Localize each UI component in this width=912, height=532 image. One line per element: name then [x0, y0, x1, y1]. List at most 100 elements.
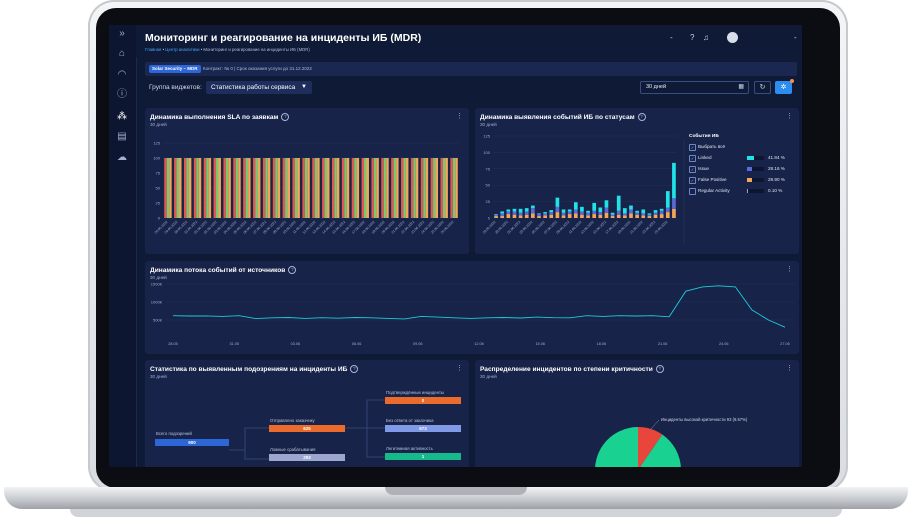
sla-bar [304, 158, 308, 218]
checkbox-icon[interactable]: ✓ [689, 166, 696, 173]
events-bar [610, 216, 615, 218]
help-icon[interactable]: ? [281, 113, 290, 121]
more-options-icon[interactable]: ⋮ [786, 365, 793, 372]
events-bar [647, 216, 652, 218]
legend-title: События ИБ [689, 134, 719, 139]
more-options-icon[interactable]: ⋮ [456, 113, 463, 120]
question-circle-icon[interactable]: ? [690, 33, 695, 42]
events-bar [494, 216, 498, 218]
legend-share-fill [747, 167, 752, 171]
sla-bar [401, 158, 404, 218]
events-bar [518, 212, 523, 216]
x-tick-label: 21.06 [658, 342, 668, 346]
sla-bar [228, 158, 231, 218]
y-tick-label: 1500К [151, 282, 163, 287]
events-bar [537, 213, 541, 215]
sla-bar [312, 158, 315, 218]
sla-bar [455, 158, 458, 218]
more-options-icon[interactable]: ⋮ [786, 113, 793, 120]
root-node-value: 900 [155, 439, 229, 446]
x-tick-label: 09.06 [413, 342, 423, 346]
sla-bar [287, 158, 291, 218]
events-bar [629, 213, 633, 218]
confirmed-node-value: 0 [385, 397, 461, 404]
breadcrumb-home[interactable]: Главная [145, 47, 162, 52]
legend-item-false-positive[interactable]: ✓ False Positive 29.90 % [689, 176, 789, 187]
checkbox-icon[interactable]: ✓ [689, 144, 696, 151]
cloud-shield-icon[interactable]: ☁ [117, 152, 127, 163]
sla-widget: Динамика выполнения SLA по заявкам? 30 д… [145, 108, 469, 254]
events-bar [549, 210, 554, 213]
sla-bar [188, 158, 192, 218]
breadcrumb-analytics[interactable]: Центр аналитики [165, 47, 200, 52]
sla-bar [193, 158, 197, 218]
legend-item-linked[interactable]: ✓ Linked 41.84 % [689, 154, 789, 165]
events-bar [555, 197, 560, 207]
sla-bar [179, 158, 182, 218]
events-bar [573, 209, 578, 214]
sla-bar [324, 158, 328, 218]
events-bar [610, 214, 615, 217]
notification-dot [790, 79, 794, 83]
y-tick-label: 100 [483, 150, 490, 155]
events-bar [543, 212, 547, 214]
y-tick-label: 50 [156, 186, 161, 191]
legend-item-regular-activity[interactable]: Regular Activity 0.10 % [689, 187, 789, 198]
events-bar [512, 214, 517, 218]
pie-slice [595, 427, 681, 467]
legend-item-issue[interactable]: ✓ Issue 28.16 % [689, 165, 789, 176]
events-bar [580, 206, 584, 212]
sla-bar [297, 158, 300, 218]
period-select[interactable]: 30 дней ▦ [640, 81, 749, 94]
laptop-notch [385, 487, 527, 495]
avatar[interactable] [727, 32, 738, 43]
widget-group-value: Статистика работы сервиса [211, 84, 296, 91]
help-icon[interactable]: ? [655, 365, 664, 373]
sla-bar [302, 158, 305, 218]
events-bar [598, 214, 603, 218]
legend-share-bar [747, 178, 764, 182]
sla-bar [351, 158, 355, 218]
events-bar [494, 214, 498, 217]
sla-bar [327, 158, 330, 218]
checkbox-icon[interactable]: ✓ [689, 177, 696, 184]
legend-share-fill [747, 156, 755, 160]
events-bar [561, 209, 566, 213]
sla-bar [331, 158, 335, 218]
events-bar [592, 214, 597, 218]
events-bar [543, 213, 547, 216]
user-menu-chevron[interactable]: - [794, 33, 797, 42]
legend-percent: 29.90 % [768, 177, 785, 182]
widget-group-select[interactable]: Статистика работы сервиса ▼ [206, 81, 312, 94]
legend-share-bar [747, 189, 764, 193]
help-icon[interactable]: ? [288, 266, 297, 274]
more-options-icon[interactable]: ⋮ [786, 266, 793, 273]
expand-icon[interactable]: » [119, 28, 125, 39]
info-icon[interactable]: ⓘ [117, 89, 127, 100]
events-bar [598, 212, 603, 215]
events-bar [531, 213, 535, 218]
analytics-icon[interactable]: ⁂ [117, 111, 127, 122]
help-icon[interactable]: ? [350, 365, 359, 373]
y-tick-label: 125 [483, 134, 490, 139]
sla-bar [183, 158, 187, 218]
legend-item-select-all[interactable]: ✓ Выбрать всё [689, 143, 789, 154]
home-icon[interactable]: ⌂ [118, 48, 126, 59]
events-bar [659, 210, 664, 215]
sla-bar [403, 158, 406, 218]
shield-icon[interactable]: ◠ [117, 69, 127, 80]
checkbox-icon[interactable]: ✓ [689, 155, 696, 162]
checkbox-icon[interactable] [689, 188, 696, 195]
bell-icon[interactable]: ♫ [703, 33, 709, 42]
widget-period: 30 дней [150, 122, 167, 127]
refresh-button[interactable]: ↻ [754, 81, 771, 94]
report-icon[interactable]: ▤ [117, 131, 127, 142]
settings-button[interactable]: ✲ [775, 79, 794, 94]
context-dropdown[interactable]: - [670, 33, 673, 42]
sla-bar [336, 158, 340, 218]
help-icon[interactable]: ? [637, 113, 646, 121]
y-tick-label: 75 [486, 166, 491, 171]
more-options-icon[interactable]: ⋮ [456, 365, 463, 372]
pie-leader-line [650, 419, 660, 430]
page-title: Мониторинг и реагирование на инциденты И… [145, 32, 422, 44]
